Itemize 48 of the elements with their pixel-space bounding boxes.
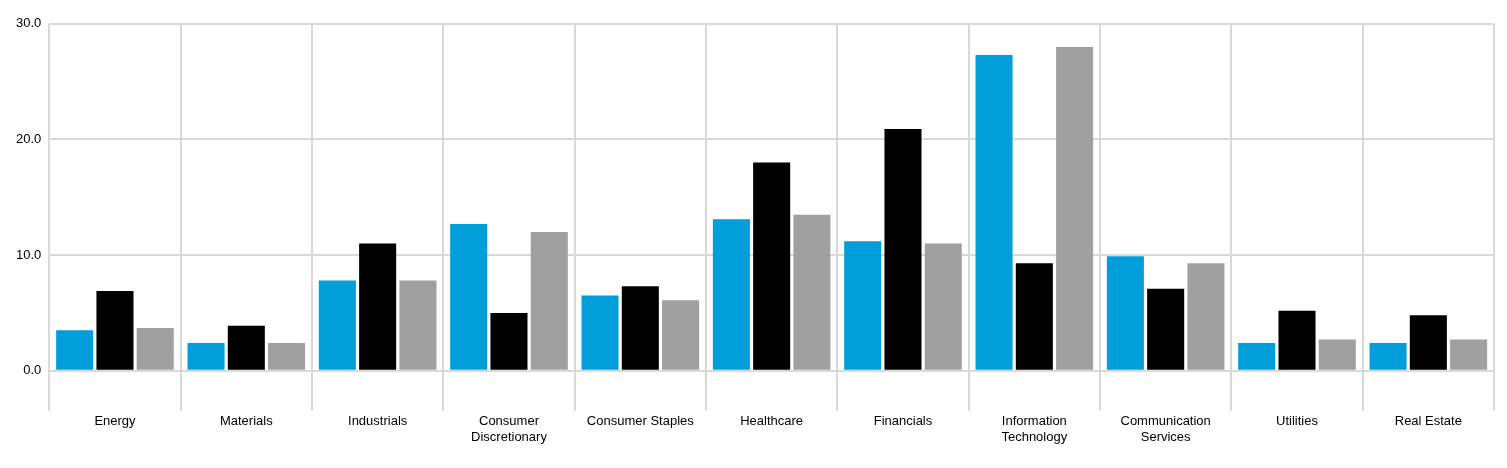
x-tick-label: Communication Services [1120, 413, 1211, 444]
bar [530, 232, 568, 370]
y-tick-label: 30.0 [15, 15, 42, 31]
bar [1409, 315, 1447, 370]
bar [712, 219, 750, 370]
bar [318, 280, 356, 370]
bar [490, 312, 528, 370]
bar [1369, 343, 1407, 370]
y-tick-label: 0.0 [23, 362, 42, 378]
bar [56, 330, 94, 370]
x-tick-label: Energy [94, 413, 137, 429]
y-tick-label: 20.0 [15, 131, 42, 147]
x-tick-label: Financials [873, 413, 933, 429]
bar [268, 343, 306, 370]
bar [1056, 46, 1094, 370]
x-tick-label: Consumer Discretionary [471, 413, 548, 444]
bar [1238, 343, 1276, 370]
bar [884, 129, 922, 370]
bar [924, 243, 962, 370]
bar [227, 325, 265, 370]
x-tick-label: Information Technology [1001, 413, 1068, 444]
bar [1106, 256, 1144, 370]
bar [621, 286, 659, 370]
bar [187, 343, 225, 370]
bar [793, 214, 831, 370]
bar [450, 223, 488, 370]
bar [975, 55, 1013, 370]
bar [1318, 339, 1356, 370]
bar [399, 280, 437, 370]
bar [359, 243, 397, 370]
x-tick-label: Industrials [348, 413, 408, 429]
x-tick-label: Utilities [1276, 413, 1319, 429]
bar [1187, 263, 1225, 370]
bar [753, 162, 791, 370]
bar [844, 241, 882, 370]
x-tick-label: Materials [219, 413, 274, 429]
x-tick-label: Real Estate [1394, 413, 1462, 429]
bar [662, 300, 700, 370]
y-tick-label: 10.0 [15, 246, 42, 262]
bar [1147, 288, 1185, 370]
bar [1015, 263, 1053, 370]
x-tick-label: Consumer Staples [586, 413, 695, 429]
x-tick-label: Healthcare [740, 413, 804, 429]
bar [96, 290, 134, 370]
bar [1450, 339, 1488, 370]
bar [581, 295, 619, 370]
bar [1278, 310, 1316, 370]
bar [136, 328, 174, 370]
